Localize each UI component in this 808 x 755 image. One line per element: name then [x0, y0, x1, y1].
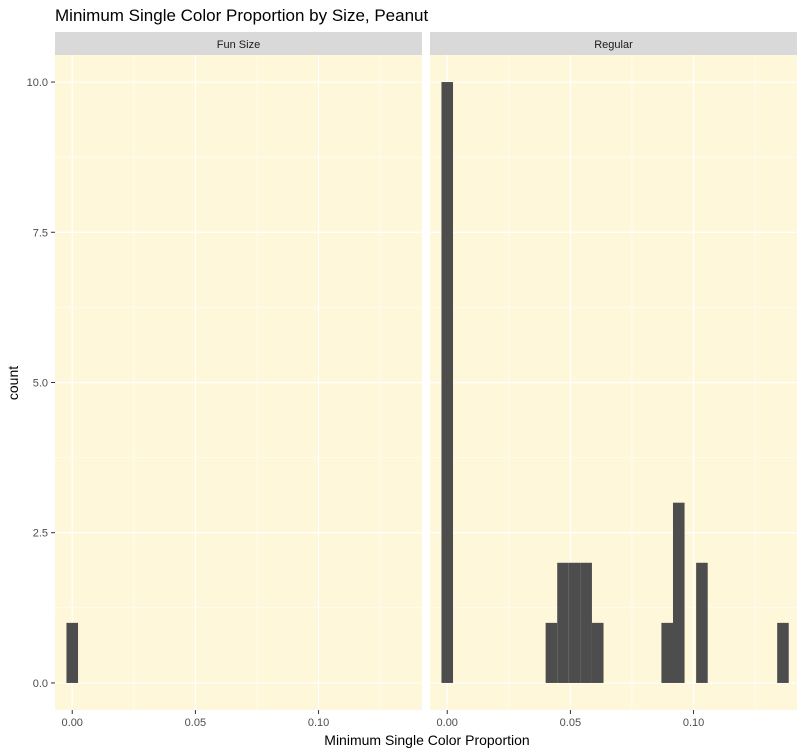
strip-label-1: Regular: [594, 39, 633, 51]
chart-title: Minimum Single Color Proportion by Size,…: [55, 6, 429, 25]
x-tick-label: 0.10: [683, 717, 704, 729]
strip-background-0: [55, 32, 422, 55]
x-tick-label: 0.05: [560, 717, 581, 729]
x-tick-label: 0.05: [185, 717, 206, 729]
y-tick-label: 5.0: [33, 378, 48, 390]
histogram-bar-1-4: [580, 562, 592, 683]
x-tick-label: 0.00: [62, 717, 83, 729]
histogram-bar-1-5: [591, 622, 604, 683]
y-tick-label: 2.5: [33, 528, 48, 540]
histogram-bar-1-6: [661, 622, 673, 683]
x-axis-title: Minimum Single Color Proportion: [324, 732, 529, 748]
y-tick-label: 10.0: [27, 77, 48, 89]
strip-label-0: Fun Size: [217, 39, 260, 51]
strip-background-1: [430, 32, 797, 55]
histogram-bar-1-3: [568, 562, 581, 683]
histogram-bar-1-0: [441, 82, 454, 683]
y-tick-label: 0.0: [33, 678, 48, 690]
histogram-bar-1-7: [672, 502, 685, 683]
histogram-bar-1-8: [696, 562, 708, 683]
histogram-bar-1-1: [545, 622, 558, 683]
y-axis-title: count: [5, 366, 21, 400]
histogram-bar-1-9: [777, 622, 789, 683]
y-tick-label: 7.5: [33, 227, 48, 239]
x-tick-label: 0.10: [308, 717, 329, 729]
histogram-bar-0-0: [66, 622, 79, 683]
x-tick-label: 0.00: [437, 717, 458, 729]
histogram-bar-1-2: [557, 562, 569, 683]
